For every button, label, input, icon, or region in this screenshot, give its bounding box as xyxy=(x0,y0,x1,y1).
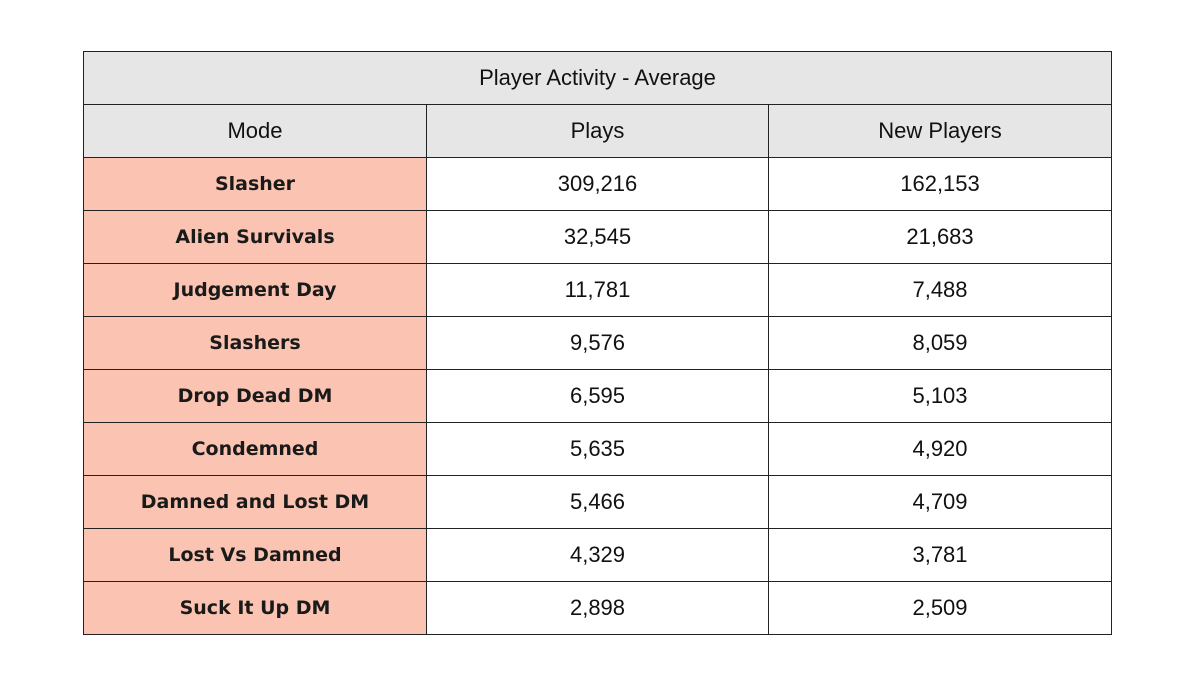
plays-cell: 309,216 xyxy=(426,157,769,211)
table-row: Suck It Up DM 2,898 2,509 xyxy=(83,581,1113,635)
column-header-plays: Plays xyxy=(426,104,769,158)
column-header-row: Mode Plays New Players xyxy=(83,104,1113,158)
table-row: Slasher 309,216 162,153 xyxy=(83,157,1113,211)
table-row: Lost Vs Damned 4,329 3,781 xyxy=(83,528,1113,582)
table-row: Condemned 5,635 4,920 xyxy=(83,422,1113,476)
plays-cell: 5,466 xyxy=(426,475,769,529)
table-body: Slasher 309,216 162,153 Alien Survivals 32,5… xyxy=(83,157,1113,635)
new-players-cell: 5,103 xyxy=(767,369,1113,423)
new-players-cell: 7,488 xyxy=(767,263,1113,317)
table-row: Alien Survivals 32,545 21,683 xyxy=(83,210,1113,264)
plays-cell: 4,329 xyxy=(426,528,769,582)
new-players-cell: 4,709 xyxy=(767,475,1113,529)
mode-cell: Slasher xyxy=(83,157,427,211)
mode-cell: Condemned xyxy=(83,422,427,476)
player-activity-table: Player Activity - Average Mode Plays New… xyxy=(82,51,1113,635)
plays-cell: 5,635 xyxy=(426,422,769,476)
new-players-cell: 2,509 xyxy=(767,581,1113,635)
column-header-new-players: New Players xyxy=(767,104,1113,158)
plays-cell: 6,595 xyxy=(426,369,769,423)
mode-cell: Judgement Day xyxy=(83,263,427,317)
table-row: Drop Dead DM 6,595 5,103 xyxy=(83,369,1113,423)
mode-cell: Suck It Up DM xyxy=(83,581,427,635)
new-players-cell: 21,683 xyxy=(767,210,1113,264)
column-header-mode: Mode xyxy=(83,104,427,158)
new-players-cell: 3,781 xyxy=(767,528,1113,582)
mode-cell: Drop Dead DM xyxy=(83,369,427,423)
mode-cell: Alien Survivals xyxy=(83,210,427,264)
new-players-cell: 8,059 xyxy=(767,316,1113,370)
plays-cell: 2,898 xyxy=(426,581,769,635)
mode-cell: Lost Vs Damned xyxy=(83,528,427,582)
mode-cell: Damned and Lost DM xyxy=(83,475,427,529)
new-players-cell: 4,920 xyxy=(767,422,1113,476)
mode-cell: Slashers xyxy=(83,316,427,370)
new-players-cell: 162,153 xyxy=(767,157,1113,211)
table-row: Slashers 9,576 8,059 xyxy=(83,316,1113,370)
plays-cell: 11,781 xyxy=(426,263,769,317)
table-row: Damned and Lost DM 5,466 4,709 xyxy=(83,475,1113,529)
plays-cell: 32,545 xyxy=(426,210,769,264)
table-title: Player Activity - Average xyxy=(82,51,1113,105)
table-row: Judgement Day 11,781 7,488 xyxy=(83,263,1113,317)
plays-cell: 9,576 xyxy=(426,316,769,370)
